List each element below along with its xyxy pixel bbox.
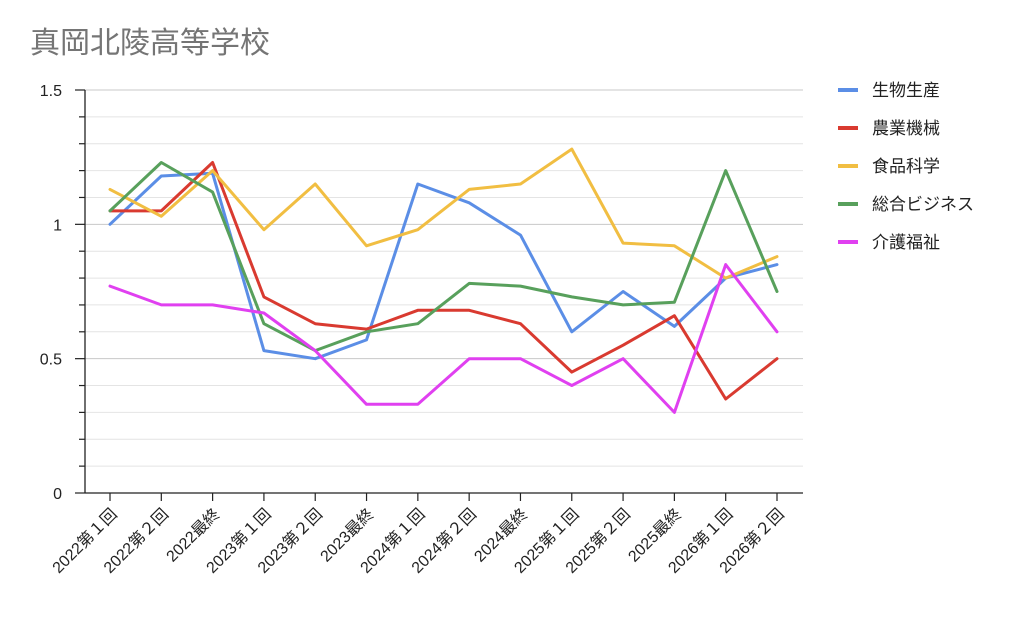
y-tick-label: 0 [53, 486, 62, 503]
y-tick-labels: 0 0.5 1 1.5 [40, 83, 62, 503]
series-line-4 [108, 161, 779, 353]
legend-label: 介護福祉 [872, 233, 940, 253]
axes [75, 89, 803, 501]
chart-title: 真岡北陵高等学校 [30, 26, 270, 61]
series-line-5 [108, 263, 779, 414]
x-tick-labels: 2022第１回2022第２回2022最終2023第１回2023第２回2023最終… [49, 505, 788, 577]
series-line-2 [108, 161, 779, 401]
legend-label: 生物生産 [872, 81, 940, 101]
y-tick-label: 1 [53, 217, 62, 234]
y-tick-label: 0.5 [40, 352, 62, 369]
legend-label: 農業機械 [872, 119, 940, 139]
legend-label: 食品科学 [872, 157, 940, 177]
gridlines [85, 89, 803, 467]
y-tick-label: 1.5 [40, 83, 62, 100]
legend-label: 総合ビジネス [872, 195, 974, 215]
series-line-1 [108, 171, 779, 361]
series-line-3 [108, 147, 779, 280]
series-lines [108, 147, 779, 414]
